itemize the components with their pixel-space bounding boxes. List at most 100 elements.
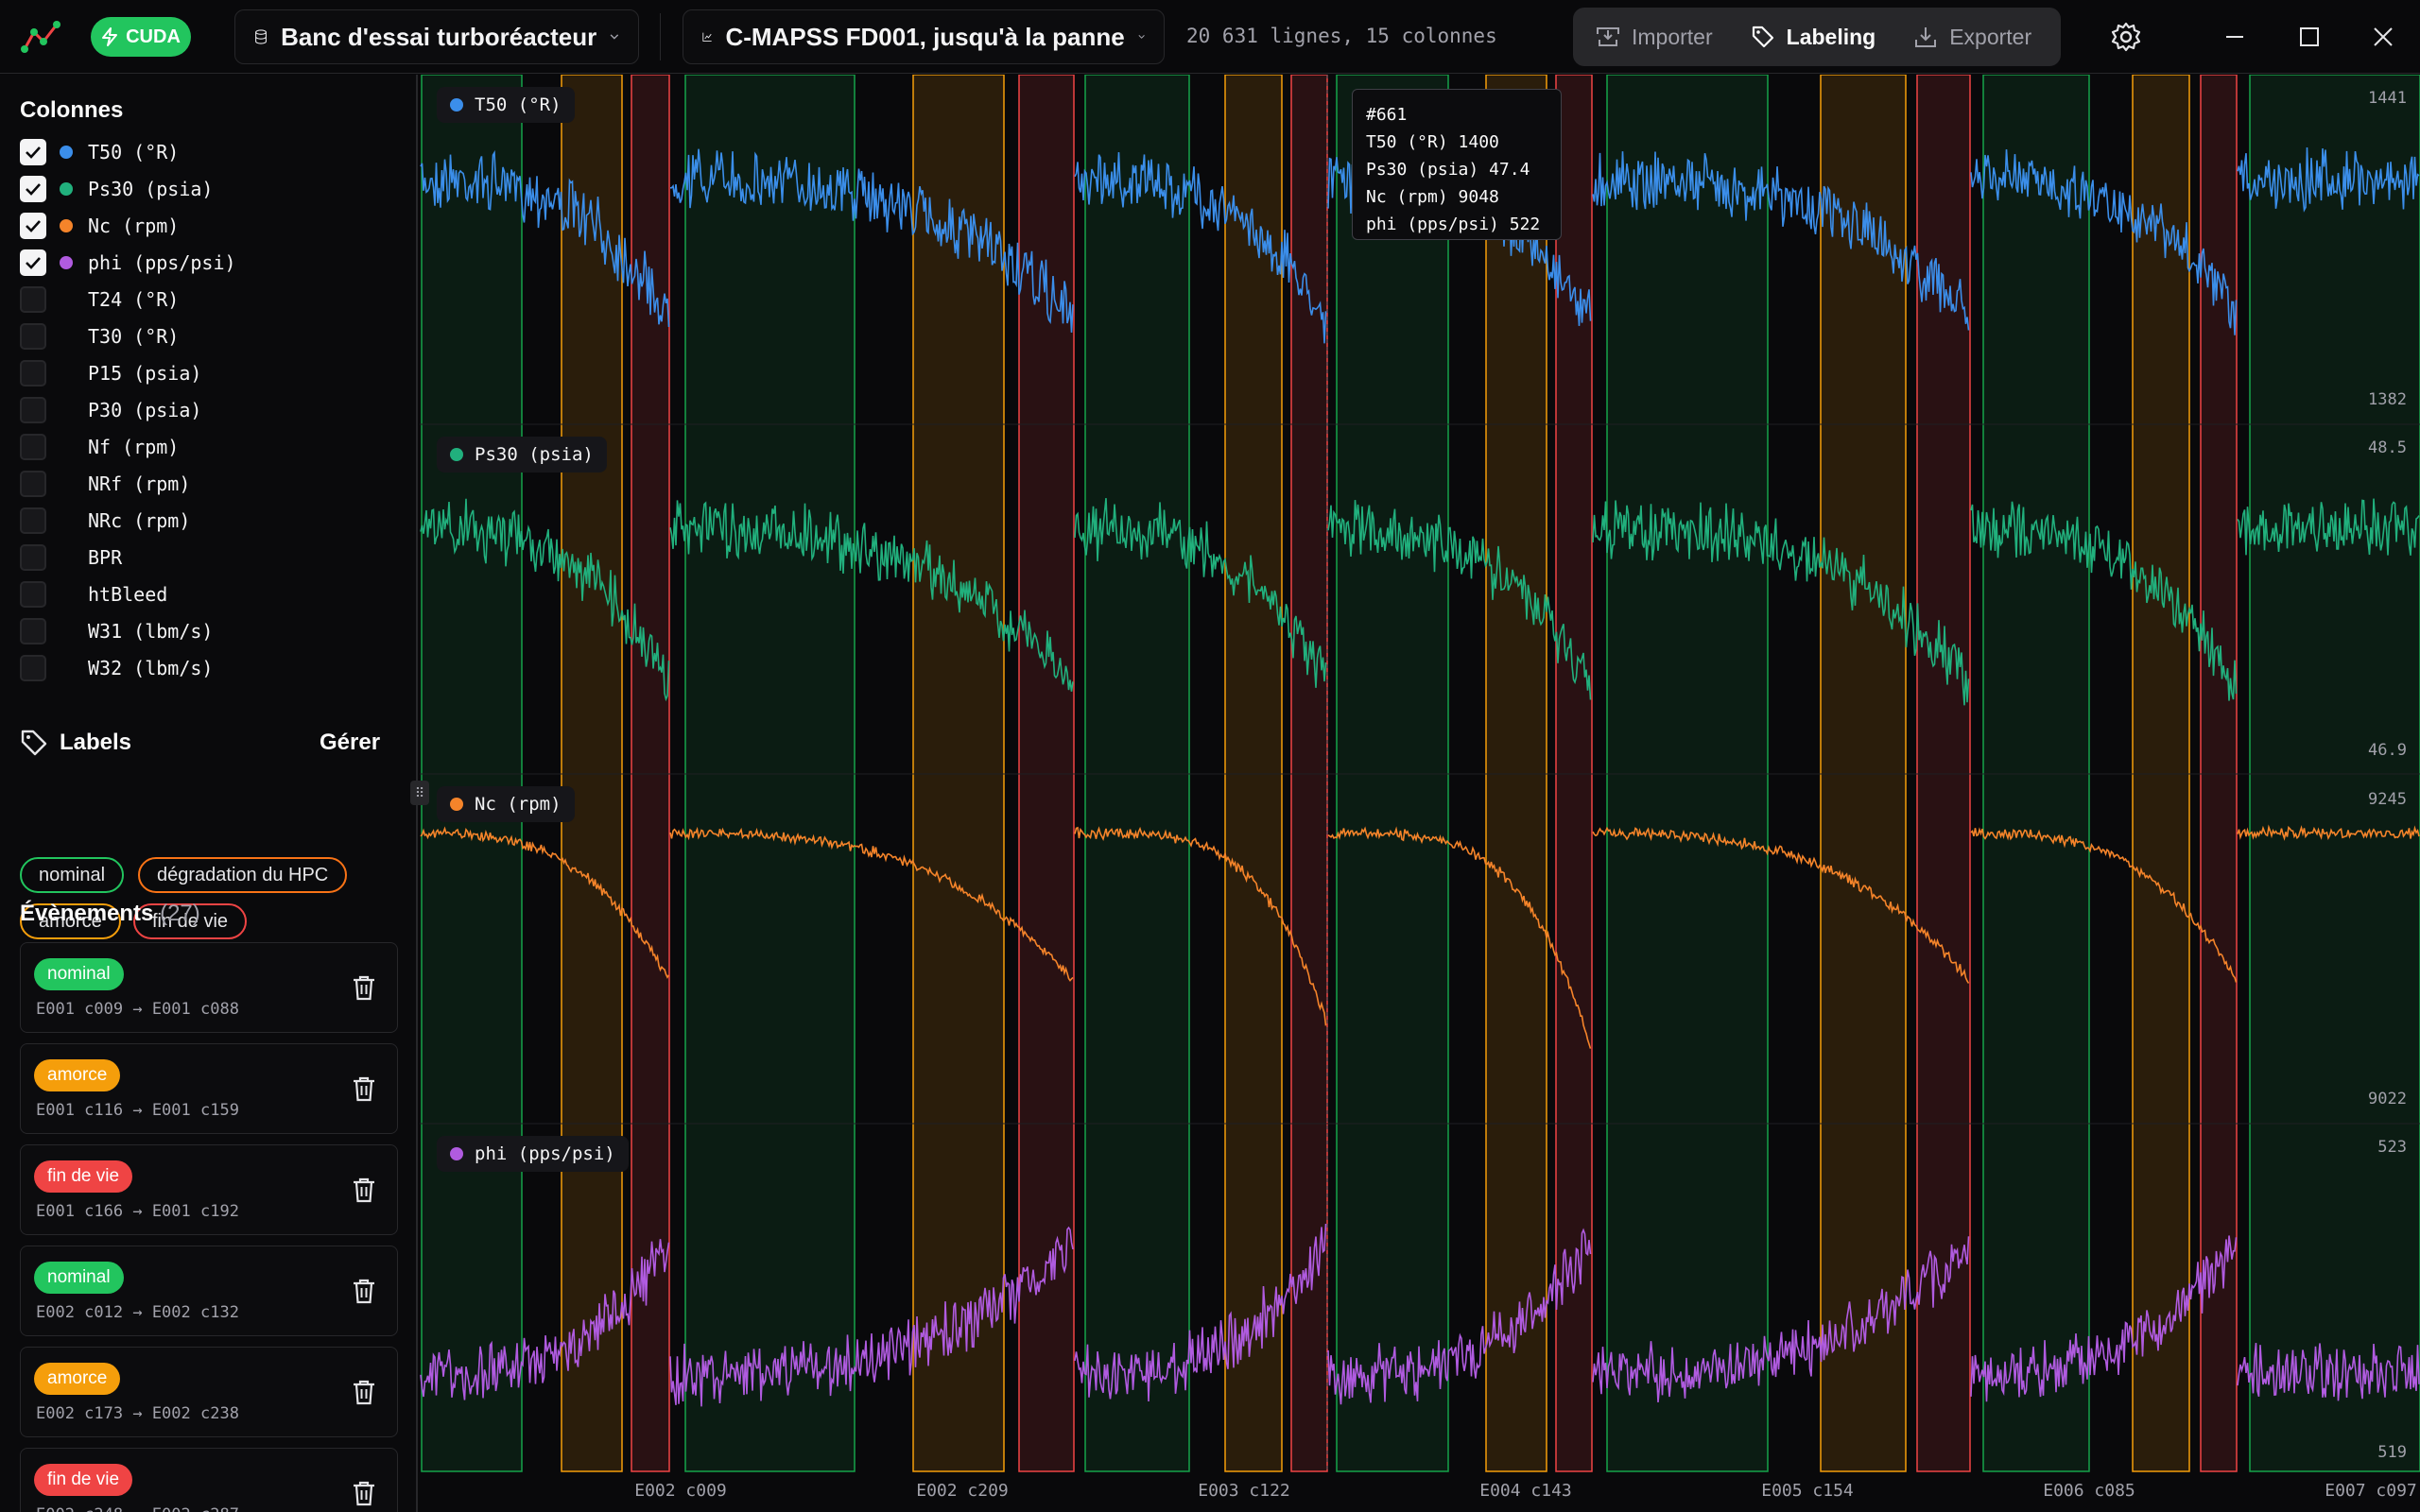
label-chip[interactable]: fin de vie	[133, 903, 248, 939]
column-color-dot	[60, 551, 73, 564]
column-row[interactable]: NRf (rpm)	[20, 470, 190, 498]
top-bar: CUDA Banc d'essai turboréacteur C-MAPSS …	[0, 0, 2420, 74]
column-checkbox[interactable]	[20, 581, 46, 608]
column-checkbox[interactable]	[20, 544, 46, 571]
column-row[interactable]: Nc (rpm)	[20, 212, 179, 240]
column-checkbox[interactable]	[20, 655, 46, 681]
x-tick-label: E002 c209	[916, 1481, 1009, 1501]
labeling-label: Labeling	[1786, 24, 1876, 49]
label-region-rect	[684, 75, 856, 1472]
label-region	[1224, 75, 1283, 1472]
series-line	[420, 824, 2420, 1049]
tag-icon	[1752, 26, 1773, 48]
column-checkbox[interactable]	[20, 286, 46, 313]
label-region	[2249, 75, 2420, 1472]
label-chip[interactable]: dégradation du HPC	[138, 857, 348, 893]
event-card[interactable]: fin de vie E002 c248 → E002 c287	[20, 1448, 398, 1512]
event-label-badge: nominal	[34, 1262, 124, 1294]
trash-icon[interactable]	[350, 1176, 378, 1204]
export-label: Exporter	[1949, 24, 2032, 49]
labeling-button[interactable]: Labeling	[1751, 25, 1876, 50]
column-row[interactable]: Nf (rpm)	[20, 433, 179, 461]
trash-icon[interactable]	[350, 1074, 378, 1103]
label-chip[interactable]: amorce	[20, 903, 121, 939]
column-checkbox[interactable]	[20, 139, 46, 165]
chart-canvas[interactable]	[420, 75, 2420, 1512]
column-row[interactable]: T30 (°R)	[20, 322, 179, 351]
column-row[interactable]: T24 (°R)	[20, 285, 179, 314]
minimize-icon[interactable]	[2219, 21, 2251, 53]
column-checkbox[interactable]	[20, 323, 46, 350]
label-region-rect	[1820, 75, 1907, 1472]
series-legend-chip[interactable]: phi (pps/psi)	[437, 1136, 629, 1172]
series-color-dot	[450, 798, 463, 811]
series-color-dot	[450, 1147, 463, 1160]
label-chip[interactable]: nominal	[20, 857, 125, 893]
trash-icon[interactable]	[350, 1479, 378, 1507]
column-checkbox[interactable]	[20, 176, 46, 202]
label-region	[1084, 75, 1190, 1472]
label-region-rect	[1606, 75, 1769, 1472]
column-row[interactable]: NRc (rpm)	[20, 507, 190, 535]
column-checkbox[interactable]	[20, 618, 46, 644]
events-title-text: Évènements	[20, 901, 154, 926]
event-label-badge: amorce	[34, 1059, 121, 1091]
chart-area[interactable]: T50 (°R) 1441 1382 Ps30 (psia) 48.5 46.9 Nc (r…	[420, 75, 2420, 1512]
column-row[interactable]: W31 (lbm/s)	[20, 617, 213, 645]
dataset-select[interactable]: C-MAPSS FD001, jusqu'à la panne	[683, 9, 1165, 64]
x-tick-label: E002 c009	[634, 1481, 727, 1501]
column-label: T24 (°R)	[88, 288, 180, 311]
tooltip-value: 1400	[1458, 132, 1499, 152]
event-card[interactable]: nominal E002 c012 → E002 c132	[20, 1246, 398, 1336]
column-row[interactable]: T50 (°R)	[20, 138, 179, 166]
column-label: P15 (psia)	[88, 362, 202, 385]
labels-title: Labels	[60, 730, 132, 755]
column-checkbox[interactable]	[20, 360, 46, 387]
trash-icon[interactable]	[350, 973, 378, 1002]
series-legend-chip[interactable]: Nc (rpm)	[437, 786, 575, 822]
series-legend-chip[interactable]: T50 (°R)	[437, 87, 575, 123]
trash-icon[interactable]	[350, 1378, 378, 1406]
column-checkbox[interactable]	[20, 471, 46, 497]
series-line	[420, 498, 2420, 706]
column-row[interactable]: htBleed	[20, 580, 167, 609]
export-button[interactable]: Exporter	[1913, 25, 2031, 50]
event-card[interactable]: nominal E001 c009 → E001 c088	[20, 942, 398, 1033]
event-range: E001 c166 → E001 c192	[36, 1202, 239, 1221]
close-icon[interactable]	[2367, 21, 2399, 53]
column-row[interactable]: BPR	[20, 543, 122, 572]
trash-icon[interactable]	[350, 1277, 378, 1305]
import-button[interactable]: Importer	[1596, 25, 1713, 50]
chevron-down-icon	[1138, 35, 1145, 39]
manage-labels-button[interactable]: Gérer	[320, 730, 381, 755]
column-label: Nf (rpm)	[88, 436, 180, 458]
column-color-dot	[60, 293, 73, 306]
event-card[interactable]: amorce E001 c116 → E001 c159	[20, 1043, 398, 1134]
column-checkbox[interactable]	[20, 434, 46, 460]
dataset-name: C-MAPSS FD001, jusqu'à la panne	[725, 22, 1125, 51]
label-region-rect	[1336, 75, 1449, 1472]
column-row[interactable]: P30 (psia)	[20, 396, 201, 424]
column-row[interactable]: Ps30 (psia)	[20, 175, 213, 203]
column-checkbox[interactable]	[20, 397, 46, 423]
column-checkbox[interactable]	[20, 213, 46, 239]
event-card[interactable]: fin de vie E001 c166 → E001 c192	[20, 1144, 398, 1235]
series-name: phi (pps/psi)	[475, 1143, 615, 1164]
column-color-dot	[60, 440, 73, 454]
cuda-badge[interactable]: CUDA	[91, 17, 191, 57]
label-region-rect	[561, 75, 623, 1472]
project-select[interactable]: Banc d'essai turboréacteur	[234, 9, 639, 64]
maximize-icon[interactable]	[2293, 21, 2325, 53]
event-card[interactable]: amorce E002 c173 → E002 c238	[20, 1347, 398, 1437]
column-row[interactable]: P15 (psia)	[20, 359, 201, 387]
series-legend-chip[interactable]: Ps30 (psia)	[437, 437, 607, 472]
column-row[interactable]: W32 (lbm/s)	[20, 654, 213, 682]
label-region	[1485, 75, 1547, 1472]
column-checkbox[interactable]	[20, 249, 46, 276]
sidebar-resize-handle[interactable]: ⠿	[410, 781, 429, 805]
settings-gear-icon[interactable]	[2110, 21, 2142, 53]
label-region-rect	[912, 75, 1005, 1472]
column-row[interactable]: phi (pps/psi)	[20, 249, 236, 277]
label-region	[421, 75, 523, 1472]
column-checkbox[interactable]	[20, 507, 46, 534]
